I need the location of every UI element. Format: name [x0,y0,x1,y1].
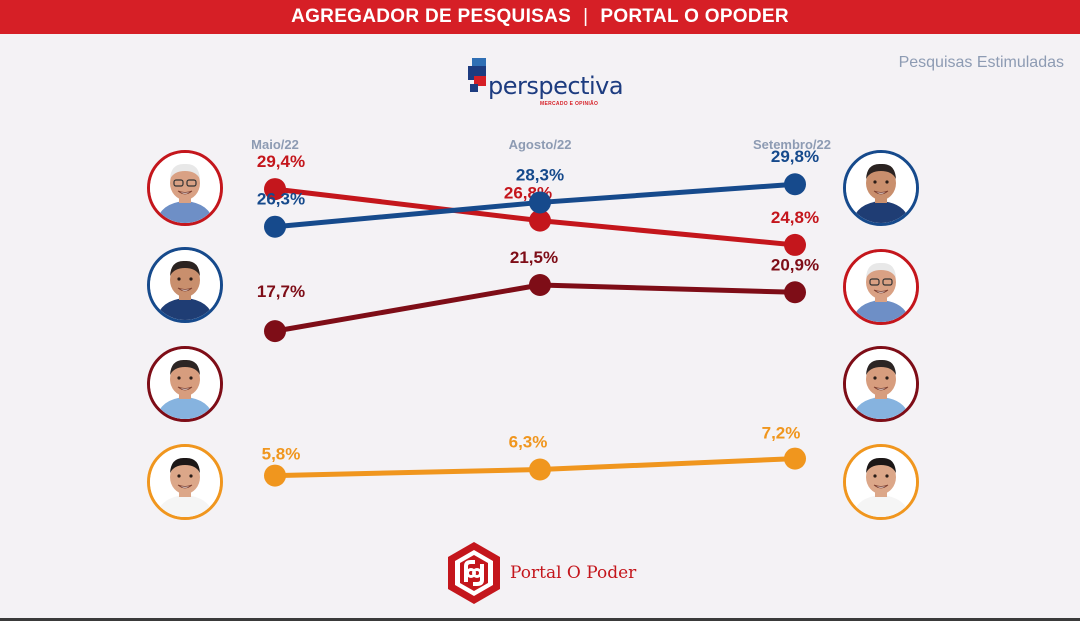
avatar-left-1 [147,150,223,226]
series-2-segment-0 [272,282,543,334]
portal-o-poder-logo-icon [448,542,500,604]
series-1-point-2 [784,173,806,196]
series-3-data-label-1: 6,3% [509,433,548,452]
series-3-point-2 [784,447,806,470]
series-2-data-label-2: 20,9% [771,255,819,274]
series-1-point-1 [529,191,551,214]
series-2-data-label-0: 17,7% [257,282,305,301]
series-3-segment-0 [272,467,543,479]
avatar-right-2 [843,249,919,325]
series-3-point-1 [529,458,551,481]
footer-logo: Portal O Poder [446,540,636,606]
series-0-data-label-2: 24,8% [771,208,819,227]
bottom-border [0,618,1080,621]
series-1-segment-0 [272,199,543,230]
series-1-data-label-2: 29,8% [771,147,819,166]
institute-tagline: MERCADO E OPINIÃO [540,101,599,107]
series-2-point-0 [264,320,286,343]
header-left-title: AGREGADOR DE PESQUISAS [291,6,572,27]
series-3-segment-1 [537,456,798,473]
series-2-segment-1 [537,282,798,295]
series-3-data-label-2: 7,2% [762,424,801,443]
header-bar: AGREGADOR DE PESQUISAS | PORTAL O OPODER [0,0,1080,34]
series-1-point-0 [264,215,286,238]
series-1-segment-1 [537,181,798,205]
series-2-data-label-1: 21,5% [510,248,558,267]
avatar-left-3 [147,346,223,422]
header-right-title: PORTAL O OPODER [600,6,789,27]
avatar-left-2 [147,247,223,323]
series-2-point-2 [784,281,806,304]
avatar-left-4 [147,444,223,520]
institute-name: perspectiva [488,72,624,100]
avatar-right-4 [843,444,919,520]
series-0-point-0 [264,178,286,201]
series-3-data-label-0: 5,8% [262,445,301,464]
series-0-segment-1 [537,218,798,248]
survey-type-label: Pesquisas Estimuladas [898,54,1064,71]
series-0-data-label-0: 29,4% [257,152,305,171]
series-2-point-1 [529,273,551,296]
avatar-right-3 [843,346,919,422]
period-label-may: Maio/22 [251,137,299,152]
series-0-point-2 [784,233,806,256]
institute-logo-mark-icon [468,58,486,92]
period-label-september: Setembro/22 [752,137,832,152]
series-3-point-0 [264,464,286,487]
avatar-right-1 [843,150,919,226]
institute-logo: perspectiva MERCADO E OPINIÃO [468,58,624,108]
series-1-data-label-0: 26,3% [257,190,305,209]
series-0-point-1 [529,209,551,232]
series-0-segment-0 [272,186,543,224]
period-label-august: Agosto/22 [508,137,572,152]
series-1-data-label-1: 28,3% [516,165,564,184]
footer-brand-name: Portal O Poder [510,563,637,583]
header-separator: | [583,6,589,27]
